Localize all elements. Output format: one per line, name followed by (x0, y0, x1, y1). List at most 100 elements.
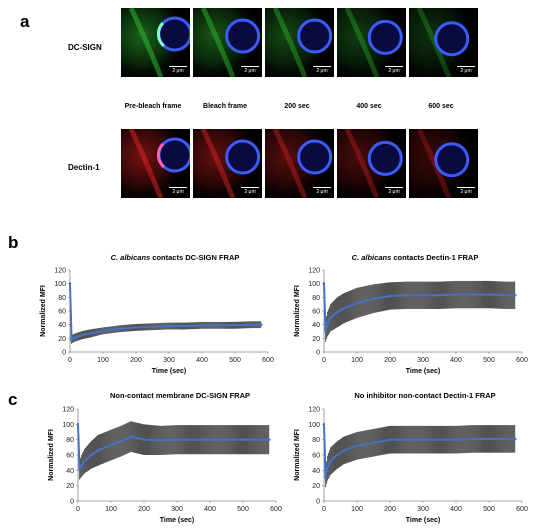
data-point (78, 469, 81, 472)
y-tick-label: 40 (58, 322, 66, 329)
x-tick-label: 400 (450, 357, 462, 364)
x-tick-label: 100 (351, 506, 363, 513)
y-tick-label: 60 (312, 453, 320, 460)
x-tick-label: 600 (262, 357, 274, 364)
chart-title-c1: Non-contact membrane DC-SIGN FRAP (109, 391, 250, 400)
data-point (504, 437, 507, 441)
x-tick-label: 500 (229, 357, 241, 364)
panel-letter-a: a (20, 12, 30, 31)
y-tick-label: 20 (58, 336, 66, 343)
y-tick-label: 60 (58, 309, 66, 316)
micrograph: 2 μm (121, 129, 190, 198)
micrograph: 2 μm (409, 129, 478, 198)
data-point (388, 294, 392, 298)
data-point (268, 438, 271, 441)
frame-label-200-sec: 200 sec (284, 103, 310, 110)
scale-bar: 2 μm (241, 66, 259, 74)
micrograph: 2 μm (121, 8, 190, 77)
x-axis-label: Time (sec) (406, 517, 441, 524)
x-tick-label: 600 (516, 506, 528, 513)
scale-bar-label: 2 μm (388, 189, 400, 195)
y-axis-label: Normalized MFI (294, 285, 301, 337)
data-point (322, 282, 326, 285)
y-axis-label: Normalized MFI (48, 429, 55, 481)
y-tick-label: 20 (312, 483, 320, 490)
y-tick-label: 20 (66, 483, 74, 490)
data-point (504, 294, 507, 297)
data-point (324, 330, 327, 333)
scale-bar-label: 2 μm (172, 189, 184, 195)
x-tick-label: 100 (105, 506, 117, 513)
y-tick-label: 40 (66, 468, 74, 475)
data-point (70, 338, 73, 341)
data-point (487, 437, 491, 441)
data-point (326, 467, 329, 470)
data-point (514, 294, 517, 297)
data-point (438, 438, 441, 441)
x-tick-label: 100 (351, 357, 363, 364)
data-point (372, 441, 375, 444)
y-tick-label: 120 (54, 268, 66, 275)
scale-bar: 2 μm (313, 187, 331, 195)
x-tick-label: 200 (384, 506, 396, 513)
data-point (101, 329, 105, 333)
data-point (258, 438, 261, 441)
micrograph: 2 μm (409, 8, 478, 77)
data-point (76, 423, 80, 426)
x-tick-label: 0 (322, 357, 326, 364)
data-point (355, 444, 359, 447)
data-point (405, 438, 408, 441)
y-tick-label: 100 (308, 281, 320, 288)
row-label-dectin-1: Dectin-1 (68, 163, 100, 172)
scale-bar-label: 2 μm (316, 68, 328, 74)
data-point (184, 324, 187, 328)
micrograph: 2 μm (265, 8, 334, 77)
y-axis-label: Normalized MFI (294, 429, 301, 481)
y-tick-label: 0 (70, 499, 74, 506)
x-tick-label: 500 (483, 357, 495, 364)
scale-bar-label: 2 μm (172, 68, 184, 74)
y-axis-label: Normalized MFI (40, 285, 47, 337)
x-tick-label: 200 (138, 506, 150, 513)
y-tick-label: 60 (312, 309, 320, 316)
x-tick-label: 300 (171, 506, 183, 513)
data-point (109, 443, 113, 447)
x-tick-label: 200 (384, 357, 396, 364)
x-axis-label: Time (sec) (406, 368, 441, 375)
data-point (72, 337, 75, 340)
chart-c2: 0 20 40 60 80 100 120 0 100 200 300 400 500 600 Time (… (294, 407, 528, 525)
data-point (129, 435, 132, 438)
scale-bar: 2 μm (457, 66, 475, 74)
y-tick-label: 80 (312, 437, 320, 444)
scale-bar-label: 2 μm (244, 68, 256, 74)
data-point (119, 440, 123, 443)
micrograph: 2 μm (265, 129, 334, 198)
chart-c1: 0 20 40 60 80 100 120 0 100 200 300 400 500 600 Time (… (48, 407, 282, 525)
y-tick-label: 120 (308, 268, 320, 275)
data-point (329, 316, 332, 320)
y-tick-label: 80 (312, 295, 320, 302)
y-tick-label: 100 (62, 422, 74, 429)
x-tick-label: 100 (97, 357, 109, 364)
data-point (167, 324, 171, 328)
x-tick-label: 0 (76, 506, 80, 513)
data-point (421, 438, 425, 441)
data-point (336, 453, 339, 457)
y-tick-label: 100 (54, 281, 66, 288)
data-line (69, 283, 262, 342)
micrograph: 2 μm (193, 129, 262, 198)
x-axis-label: Time (sec) (152, 368, 187, 375)
data-point (388, 438, 392, 441)
data-point (241, 438, 245, 441)
y-tick-label: 40 (312, 322, 320, 329)
data-point (405, 294, 408, 297)
data-point (329, 459, 332, 463)
data-point (175, 438, 179, 441)
chart-title-c2: No inhibitor non-contact Dectin-1 FRAP (354, 391, 496, 400)
y-tick-label: 0 (316, 499, 320, 506)
data-point (118, 327, 121, 330)
y-tick-label: 80 (58, 295, 66, 302)
scale-bar: 2 μm (241, 187, 259, 195)
data-point (322, 423, 326, 426)
x-tick-label: 200 (130, 357, 142, 364)
